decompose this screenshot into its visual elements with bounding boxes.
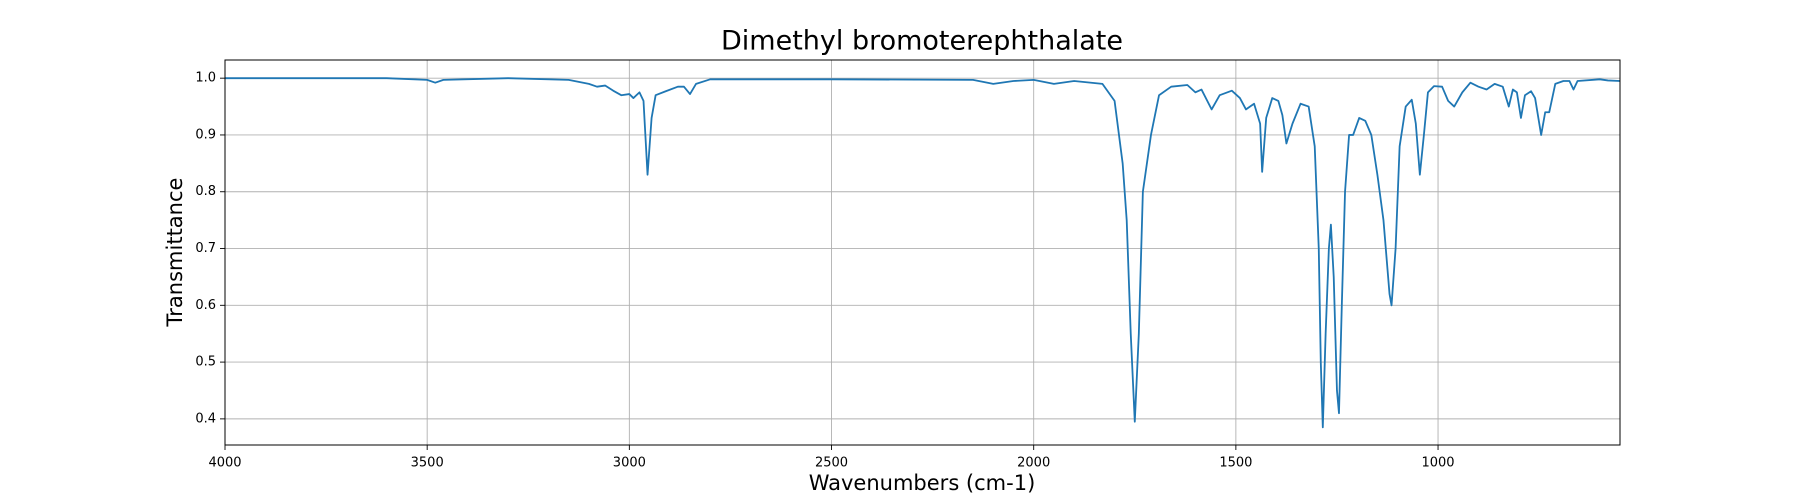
y-tick-label: 0.5	[195, 355, 216, 370]
x-tick-label: 3500	[411, 456, 444, 471]
y-tick-label: 0.6	[195, 298, 216, 313]
y-tick-label: 0.9	[195, 127, 216, 142]
y-tick-label: 0.4	[195, 411, 216, 426]
y-tick-label: 1.0	[195, 71, 216, 86]
x-tick-label: 4000	[208, 456, 241, 471]
x-tick-label: 3000	[613, 456, 646, 471]
plot-frame	[224, 59, 1621, 446]
x-axis-label: Wavenumbers (cm-1)	[809, 471, 1036, 495]
x-tick-label: 2000	[1017, 456, 1050, 471]
spectrum-line	[225, 77, 1621, 429]
y-axis-label: Transmittance	[163, 178, 187, 328]
y-tick-label: 0.8	[195, 184, 216, 199]
chart-title: Dimethyl bromoterephthalate	[721, 26, 1123, 57]
x-tick-label: 1500	[1219, 456, 1252, 471]
x-tick-label: 1000	[1421, 456, 1454, 471]
x-tick-label: 2500	[815, 456, 848, 471]
y-tick-label: 0.7	[195, 241, 216, 256]
